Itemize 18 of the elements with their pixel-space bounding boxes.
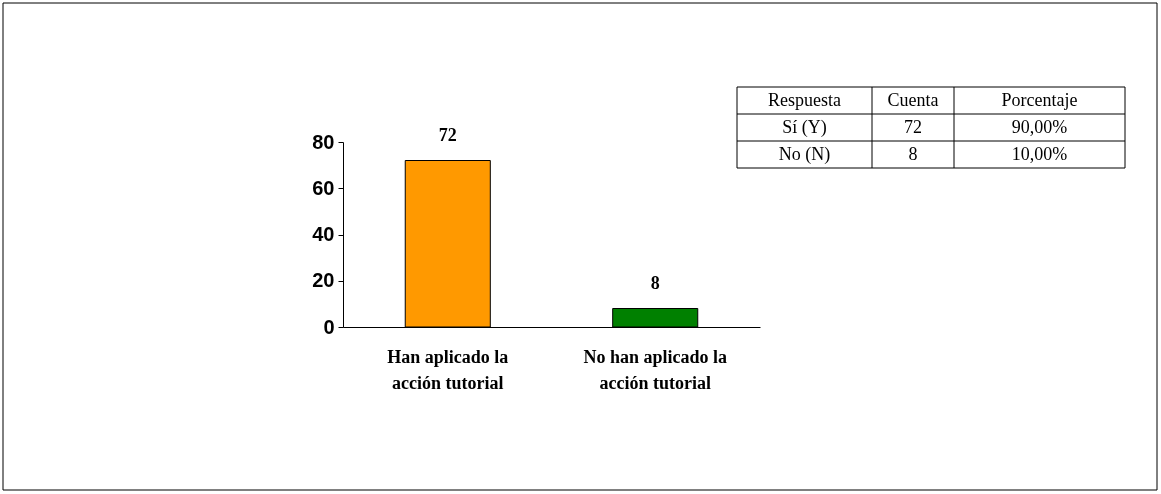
- x-tick-label: Han aplicado la acción tutorial: [387, 347, 509, 393]
- y-tick-label: 80: [312, 130, 335, 153]
- text: Sí (Y): [782, 117, 827, 138]
- y-tick-label: 60: [312, 176, 335, 199]
- y-tick-label: 0: [323, 315, 335, 338]
- text: Respuesta: [768, 90, 841, 110]
- text: Porcentaje: [1001, 90, 1078, 110]
- y-tick-label: 20: [312, 269, 335, 292]
- text: Cuenta: [887, 90, 939, 110]
- text: No (N): [778, 144, 831, 165]
- x-tick-label: No han aplicado la acción tutorial: [583, 347, 727, 393]
- text: 72: [904, 117, 922, 137]
- y-tick-label: 40: [312, 223, 335, 245]
- data-label: 72: [438, 124, 457, 145]
- text: 8: [908, 144, 918, 164]
- text: 10,00%: [1011, 144, 1068, 164]
- text: 90,00%: [1011, 117, 1068, 137]
- data-label: 8: [650, 272, 660, 293]
